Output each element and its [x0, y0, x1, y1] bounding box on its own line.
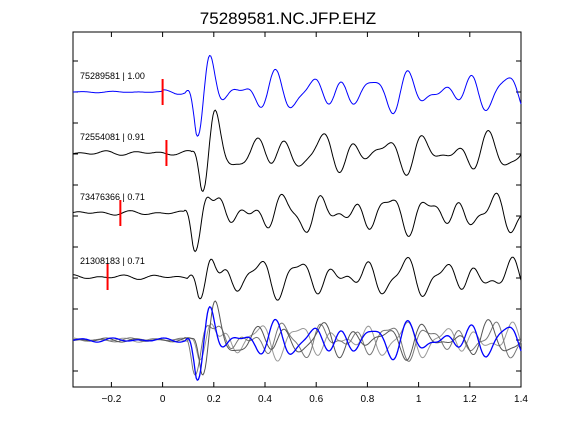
trace-line	[72, 256, 522, 301]
trace-labels: 75289581 | 1.00 72554081 | 0.91 73476366 |…	[80, 71, 145, 266]
pick-markers	[106, 79, 168, 290]
x-tick-label: −0.2	[102, 394, 122, 405]
x-tick-label: 1.2	[463, 394, 477, 405]
chart-title: 75289581.NC.JFP.EHZ	[200, 9, 376, 28]
trace-line	[72, 192, 522, 253]
x-tick-label: 1.4	[514, 394, 528, 405]
trace-label: 21308183 | 0.71	[80, 256, 145, 266]
traces	[72, 54, 522, 301]
x-tick-label: 0.2	[207, 394, 221, 405]
trace-label: 75289581 | 1.00	[80, 71, 145, 81]
x-tick-label: 1	[416, 394, 422, 405]
stacked-traces	[72, 300, 522, 381]
x-axis-ticks: −0.2 0 0.2 0.4 0.6 0.8 1 1.2 1.4	[102, 32, 528, 405]
x-tick-label: 0.8	[360, 394, 374, 405]
trace-label: 72554081 | 0.91	[80, 132, 145, 142]
trace-label: 73476366 | 0.71	[80, 192, 145, 202]
stacked-trace-line	[72, 305, 522, 381]
trace-line	[72, 109, 522, 193]
plot-frame	[72, 31, 522, 388]
x-tick-label: 0.6	[309, 394, 323, 405]
x-tick-label: 0.4	[258, 394, 272, 405]
trace-line	[73, 54, 522, 137]
x-tick-label: 0	[160, 394, 166, 405]
stacked-trace-line	[72, 300, 522, 376]
